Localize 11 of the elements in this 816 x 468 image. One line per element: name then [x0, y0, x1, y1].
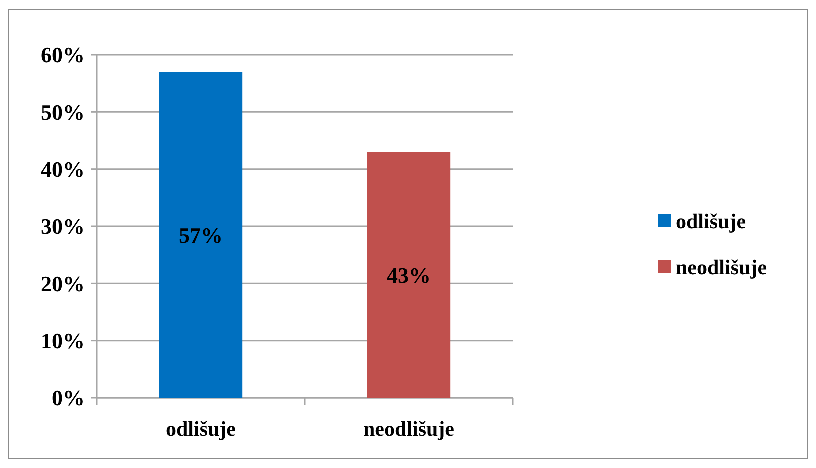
data-label: 43% — [387, 262, 431, 288]
y-tick-label: 10% — [41, 328, 85, 354]
y-tick-label: 50% — [41, 100, 85, 125]
legend-label: odlišuje — [676, 209, 746, 234]
y-tick-label: 60% — [41, 42, 85, 68]
y-tick-label: 20% — [41, 271, 85, 296]
data-label: 57% — [179, 222, 223, 248]
y-tick-label: 0% — [52, 386, 85, 411]
y-tick-label: 30% — [41, 214, 85, 240]
y-tick-label: 40% — [41, 157, 85, 182]
legend-label: neodlišuje — [676, 255, 768, 280]
